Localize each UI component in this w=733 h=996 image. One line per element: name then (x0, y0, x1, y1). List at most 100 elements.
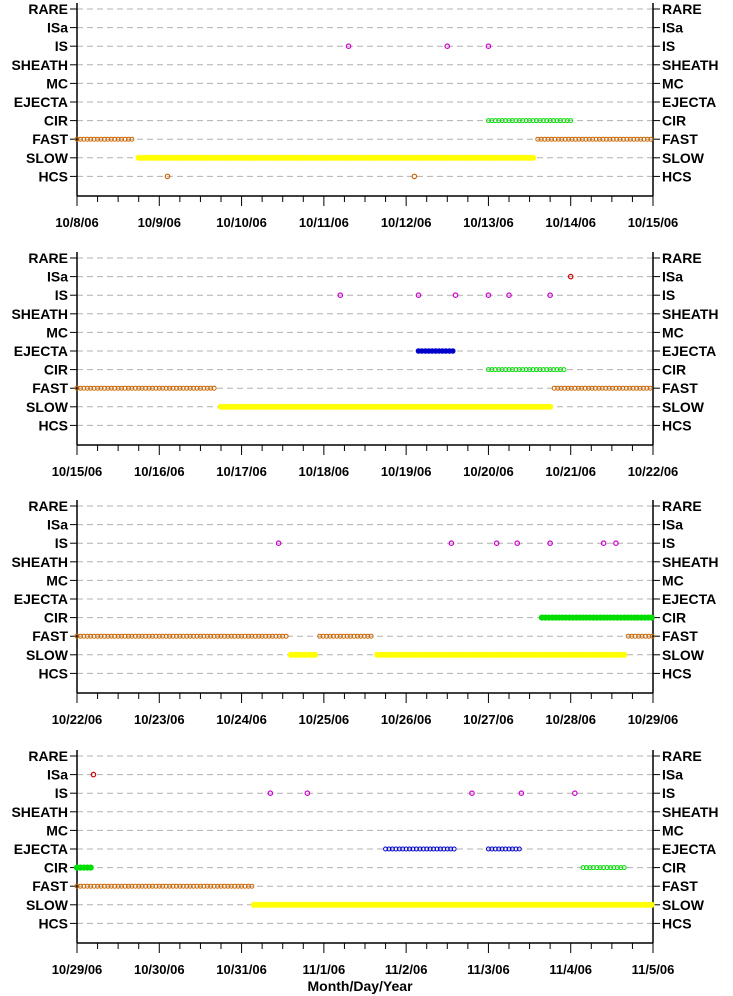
data-point (215, 633, 221, 639)
data-point (119, 385, 125, 391)
left-category-label: IS (55, 287, 68, 303)
data-point (344, 633, 350, 639)
left-category-label: ISa (47, 20, 68, 36)
run-fast (74, 385, 217, 391)
data-point (606, 385, 612, 391)
data-point (639, 633, 645, 639)
data-point (149, 883, 155, 889)
data-point (184, 883, 190, 889)
data-point (84, 633, 90, 639)
x-tick-label: 10/27/06 (463, 712, 514, 727)
data-point (173, 633, 179, 639)
run-ejecta (415, 348, 456, 354)
data-point (516, 118, 522, 124)
right-category-label: MC (662, 822, 684, 838)
x-tick-label: 10/15/06 (52, 464, 103, 479)
right-category-label: SHEATH (662, 57, 719, 73)
data-point (170, 385, 176, 391)
data-point-is (267, 790, 274, 797)
data-point (545, 136, 551, 142)
data-point (354, 633, 360, 639)
data-point (645, 136, 651, 142)
data-point (177, 883, 183, 889)
data-point (544, 367, 550, 373)
data-point (211, 633, 217, 639)
data-point (221, 633, 227, 639)
data-point (564, 118, 570, 124)
data-point (648, 614, 655, 621)
data-point (84, 883, 90, 889)
run-cir (73, 864, 94, 871)
right-category-label: SHEATH (662, 554, 719, 570)
data-point (163, 385, 169, 391)
data-point (119, 883, 125, 889)
right-category-label: IS (662, 535, 675, 551)
data-point (565, 385, 571, 391)
left-category-label: IS (55, 785, 68, 801)
data-point (81, 883, 87, 889)
x-tick-label: 10/18/06 (299, 464, 350, 479)
data-point (218, 883, 224, 889)
x-tick-label: 11/2/06 (385, 962, 428, 977)
data-point (594, 865, 600, 871)
run-fast (551, 385, 653, 391)
data-point (499, 118, 505, 124)
right-category-label: CIR (662, 860, 686, 876)
data-point (603, 385, 609, 391)
data-point (492, 118, 498, 124)
x-tick-label: 11/3/06 (467, 962, 510, 977)
data-point (509, 367, 515, 373)
left-category-label: RARE (28, 250, 68, 266)
data-point (523, 367, 529, 373)
data-point (533, 367, 539, 373)
data-point-is (275, 540, 282, 547)
data-point (191, 883, 197, 889)
data-point (122, 136, 128, 142)
run-cir (580, 865, 627, 871)
data-point (74, 883, 80, 889)
run-fast (317, 633, 374, 639)
data-point (636, 633, 642, 639)
data-point (535, 136, 541, 142)
left-category-label: MC (46, 75, 68, 91)
data-point (146, 633, 152, 639)
data-point (617, 136, 623, 142)
data-point (95, 385, 101, 391)
right-category-label: ISa (662, 20, 683, 36)
data-point (499, 846, 505, 852)
data-point (177, 633, 183, 639)
data-point (108, 883, 114, 889)
data-point (88, 385, 94, 391)
data-point (74, 385, 80, 391)
data-point (496, 846, 502, 852)
data-point (551, 367, 557, 373)
right-category-label: IS (662, 287, 675, 303)
left-category-label: HCS (38, 915, 68, 931)
data-point (167, 385, 173, 391)
right-category-label: FAST (662, 380, 698, 396)
data-point (568, 385, 574, 391)
data-point (499, 367, 505, 373)
data-point (136, 883, 142, 889)
data-point-is (469, 790, 475, 797)
data-point (603, 136, 609, 142)
data-point (204, 883, 210, 889)
right-category-label: MC (662, 572, 684, 588)
data-point (201, 633, 207, 639)
data-point (547, 403, 554, 410)
data-point (153, 633, 159, 639)
data-point (554, 118, 560, 124)
left-category-label: ISa (47, 517, 68, 533)
data-point (191, 385, 197, 391)
data-point (641, 136, 647, 142)
data-point (149, 385, 155, 391)
data-point-is (485, 292, 492, 299)
x-tick-label: 11/4/06 (549, 962, 592, 977)
data-point (252, 633, 258, 639)
data-point (621, 865, 627, 871)
data-point (489, 118, 495, 124)
panel-3: RARE RARE ISa ISa IS IS SHEATH SHEATH MC MC EJECTA… (11, 498, 718, 727)
data-point (91, 385, 97, 391)
data-point (506, 846, 512, 852)
